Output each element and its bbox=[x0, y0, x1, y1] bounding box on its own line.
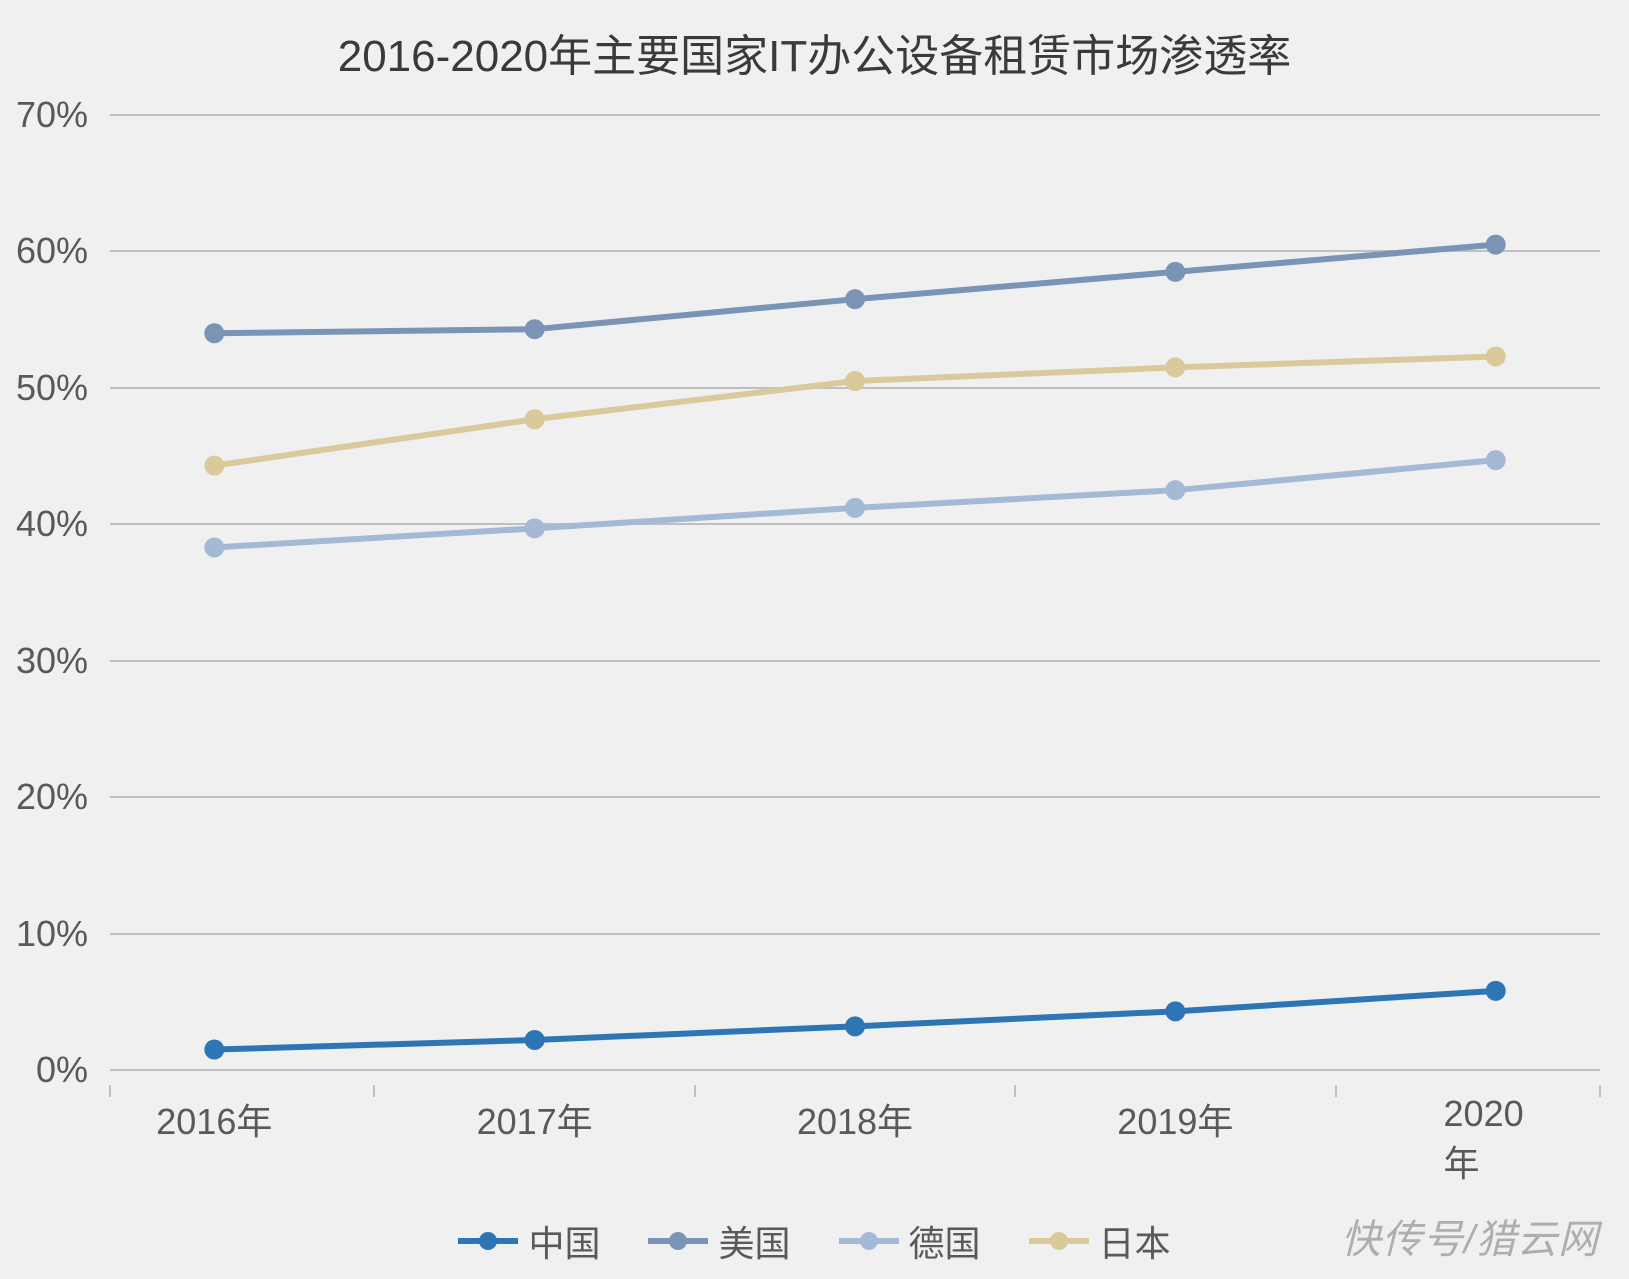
series-marker-中国 bbox=[525, 1030, 545, 1050]
series-marker-美国 bbox=[845, 289, 865, 309]
x-tick bbox=[109, 1085, 111, 1097]
legend-label: 中国 bbox=[528, 1215, 600, 1267]
x-tick bbox=[373, 1085, 375, 1097]
x-axis-label: 2019年 bbox=[1117, 1093, 1233, 1145]
series-marker-日本 bbox=[525, 409, 545, 429]
legend-swatch-line bbox=[458, 1238, 518, 1244]
legend-label: 日本 bbox=[1099, 1215, 1171, 1267]
series-marker-美国 bbox=[525, 319, 545, 339]
legend-item-日本: 日本 bbox=[1029, 1215, 1171, 1267]
x-axis-label: 2016年 bbox=[156, 1093, 272, 1145]
chart-title: 2016-2020年主要国家IT办公设备租赁市场渗透率 bbox=[0, 20, 1629, 84]
legend-item-德国: 德国 bbox=[839, 1215, 981, 1267]
legend-swatch-marker bbox=[669, 1232, 687, 1250]
y-axis-label: 20% bbox=[16, 776, 88, 818]
x-axis-label: 2018年 bbox=[797, 1093, 913, 1145]
series-marker-日本 bbox=[1486, 346, 1506, 366]
legend-swatch-line bbox=[839, 1238, 899, 1244]
series-marker-日本 bbox=[204, 456, 224, 476]
legend-swatch-marker bbox=[479, 1232, 497, 1250]
x-axis-label: 2017年 bbox=[477, 1093, 593, 1145]
series-marker-德国 bbox=[525, 518, 545, 538]
legend-swatch-marker bbox=[1050, 1232, 1068, 1250]
series-marker-德国 bbox=[204, 537, 224, 557]
chart-lines bbox=[110, 115, 1600, 1070]
series-marker-日本 bbox=[845, 371, 865, 391]
chart-container: 2016-2020年主要国家IT办公设备租赁市场渗透率 0% 10% 20% 30% 4… bbox=[0, 0, 1629, 1279]
y-axis: 0%10%20%30%40%50%60%70% bbox=[0, 115, 100, 1070]
x-tick bbox=[1014, 1085, 1016, 1097]
series-marker-日本 bbox=[1165, 357, 1185, 377]
series-marker-美国 bbox=[204, 323, 224, 343]
y-axis-label: 60% bbox=[16, 230, 88, 272]
legend-swatch-line bbox=[648, 1238, 708, 1244]
legend-label: 德国 bbox=[909, 1215, 981, 1267]
series-marker-中国 bbox=[1486, 981, 1506, 1001]
x-axis-label: 2020年 bbox=[1444, 1093, 1548, 1187]
x-tick bbox=[1335, 1085, 1337, 1097]
legend-swatch-marker bbox=[860, 1232, 878, 1250]
y-axis-label: 70% bbox=[16, 94, 88, 136]
legend-label: 美国 bbox=[718, 1215, 790, 1267]
series-marker-德国 bbox=[845, 498, 865, 518]
y-axis-label: 0% bbox=[36, 1049, 88, 1091]
series-marker-美国 bbox=[1486, 235, 1506, 255]
series-line-美国 bbox=[214, 245, 1495, 334]
x-tick bbox=[694, 1085, 696, 1097]
series-marker-中国 bbox=[204, 1040, 224, 1060]
series-marker-中国 bbox=[1165, 1001, 1185, 1021]
series-marker-德国 bbox=[1165, 480, 1185, 500]
y-axis-label: 10% bbox=[16, 913, 88, 955]
legend-item-美国: 美国 bbox=[648, 1215, 790, 1267]
x-axis: 2016年2017年2018年2019年2020年 bbox=[110, 1085, 1600, 1145]
legend-swatch-line bbox=[1029, 1238, 1089, 1244]
x-tick bbox=[1599, 1085, 1601, 1097]
y-axis-label: 40% bbox=[16, 503, 88, 545]
y-axis-label: 30% bbox=[16, 640, 88, 682]
plot-area bbox=[110, 115, 1600, 1070]
series-marker-德国 bbox=[1486, 450, 1506, 470]
series-marker-中国 bbox=[845, 1016, 865, 1036]
series-marker-美国 bbox=[1165, 262, 1185, 282]
legend-item-中国: 中国 bbox=[458, 1215, 600, 1267]
watermark-text: 快传号/猎云网 bbox=[1341, 1207, 1599, 1265]
y-axis-label: 50% bbox=[16, 367, 88, 409]
